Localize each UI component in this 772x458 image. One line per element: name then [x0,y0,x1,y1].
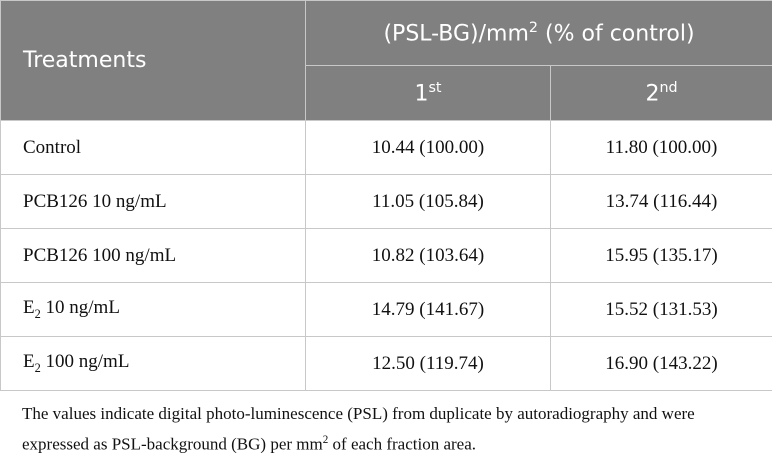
header-text: (PSL-BG)/mm [383,21,528,46]
value-cell: 16.90 (143.22) [551,337,772,391]
footnote-text: of each fraction area. [328,435,476,454]
treatment-text: 10 ng/mL [41,297,120,318]
treatment-cell: E2 10 ng/mL [1,283,306,337]
page: Treatments (PSL-BG)/mm2 (% of control) 1… [0,0,772,447]
header-cell: 2nd [551,66,772,121]
treatment-text: E [23,297,35,318]
table-row: Control 10.44 (100.00)11.80 (100.00) [1,121,772,175]
header-text: 1 [414,81,428,106]
treatment-text: 100 ng/mL [41,351,130,372]
treatment-text: PCB126 100 ng/mL [23,245,176,266]
data-table: Treatments (PSL-BG)/mm2 (% of control) 1… [0,0,772,391]
treatment-cell: Control [1,121,306,175]
value-cell: 14.79 (141.67) [306,283,551,337]
treatment-text: Control [23,137,81,158]
treatment-text: E [23,351,35,372]
value-cell: 11.05 (105.84) [306,175,551,229]
value-cell: 13.74 (116.44) [551,175,772,229]
value-cell: 11.80 (100.00) [551,121,772,175]
header-cell: (PSL-BG)/mm2 (% of control) [306,1,772,66]
superscript: st [428,80,441,96]
treatment-cell: PCB126 10 ng/mL [1,175,306,229]
value-cell: 12.50 (119.74) [306,337,551,391]
header-text: Treatments [23,48,146,73]
footnote: The values indicate digital photo-lumine… [22,401,762,458]
header-cell: Treatments [1,1,306,121]
value-cell: 10.82 (103.64) [306,229,551,283]
treatment-cell: E2 100 ng/mL [1,337,306,391]
value-cell: 10.44 (100.00) [306,121,551,175]
header-cell: 1st [306,66,551,121]
value-cell: 15.95 (135.17) [551,229,772,283]
table-row: PCB126 10 ng/mL 11.05 (105.84)13.74 (116.… [1,175,772,229]
header-text: 2 [645,81,659,106]
header-text: (% of control) [538,21,695,46]
treatment-text: PCB126 10 ng/mL [23,191,167,212]
value-cell: 15.52 (131.53) [551,283,772,337]
table-row: PCB126 100 ng/mL 10.82 (103.64)15.95 (135… [1,229,772,283]
treatment-cell: PCB126 100 ng/mL [1,229,306,283]
superscript: 2 [529,20,538,36]
superscript: nd [659,80,677,96]
